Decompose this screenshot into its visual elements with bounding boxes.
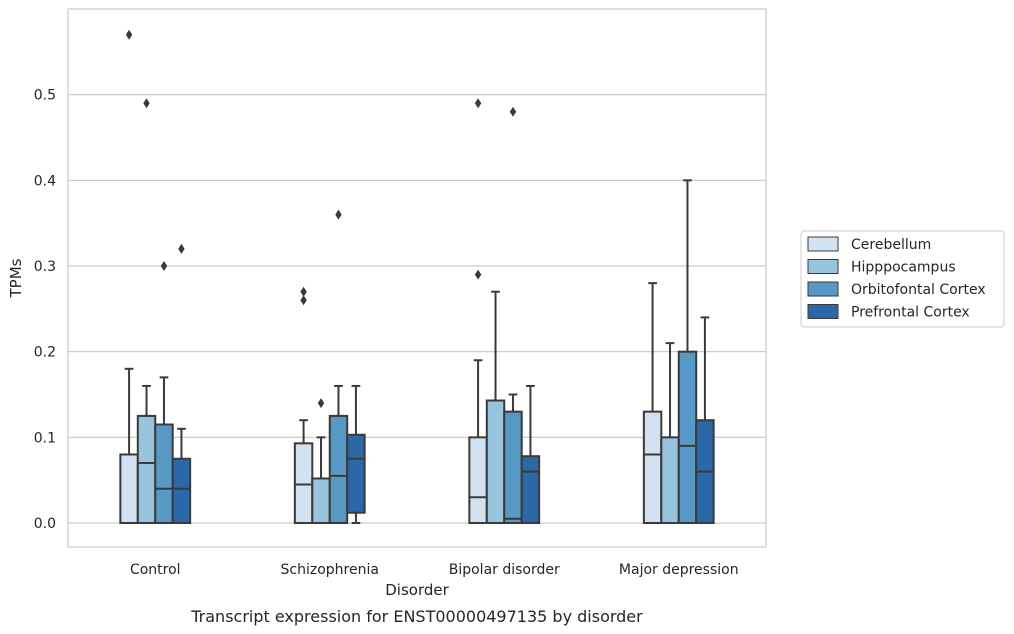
legend-label: Cerebellum — [851, 237, 931, 253]
chart-caption: Transcript expression for ENST0000049713… — [190, 607, 643, 626]
outlier-point — [300, 286, 307, 297]
box — [154, 423, 174, 525]
legend-swatch — [807, 281, 839, 297]
box-group — [503, 106, 523, 525]
legend-label: Prefrontal Cortex — [851, 305, 970, 321]
outlier-point — [317, 398, 325, 409]
box-group — [119, 29, 139, 525]
y-tick-label: 0.5 — [34, 88, 56, 104]
box-group — [136, 98, 157, 525]
box-group — [485, 290, 506, 525]
box — [293, 442, 314, 525]
box-group — [346, 384, 366, 525]
box — [311, 477, 331, 525]
outlier-point — [474, 269, 482, 280]
legend-swatch — [807, 304, 839, 319]
plot-frame — [67, 8, 767, 548]
box — [503, 410, 523, 525]
box-group — [677, 179, 698, 525]
outlier-point — [143, 98, 150, 109]
legend-label: Hipppocampus — [851, 260, 956, 276]
box — [346, 433, 366, 514]
y-tick-label: 0.1 — [34, 430, 56, 446]
legend-swatch — [807, 259, 839, 274]
outlier-point — [160, 261, 168, 272]
outlier-point — [300, 295, 307, 306]
box — [677, 350, 698, 525]
y-tick-label: 0.3 — [34, 259, 56, 275]
outlier-point — [509, 106, 517, 117]
legend-items: Cerebellum Hipppocampus Orbitofontal Corte… — [807, 236, 986, 321]
y-tick-labels: 0.0 0.1 0.2 0.3 0.4 0.5 — [34, 88, 56, 532]
box-group — [311, 398, 331, 525]
outlier-point — [178, 243, 185, 254]
x-tick-label: Bipolar disorder — [449, 562, 560, 578]
legend-label: Orbitofontal Cortex — [851, 282, 986, 298]
box — [642, 410, 663, 525]
box — [119, 453, 139, 525]
box-group — [520, 384, 541, 525]
y-tick-label: 0.0 — [34, 516, 56, 532]
x-tick-labels: Control Schizophrenia Bipolar disorder Majo… — [130, 562, 739, 578]
box-group — [293, 286, 314, 525]
box — [136, 414, 157, 525]
box — [520, 455, 541, 525]
legend-swatch — [807, 236, 839, 252]
box-group — [642, 282, 663, 525]
legend: Cerebellum Hipppocampus Orbitofontal Corte… — [800, 230, 1005, 328]
x-tick-label: Control — [130, 562, 181, 578]
y-axis-title: TPMs — [7, 258, 25, 298]
box-group — [695, 316, 715, 525]
box-group — [468, 98, 488, 525]
box-layer — [119, 29, 715, 525]
outlier-point — [125, 29, 133, 40]
box — [171, 457, 192, 525]
y-tick-label: 0.4 — [34, 173, 56, 189]
legend-frame — [800, 230, 1005, 328]
box — [485, 399, 506, 525]
box — [468, 436, 488, 525]
box — [660, 436, 680, 525]
x-tick-label: Schizophrenia — [281, 562, 379, 578]
box-group — [660, 342, 680, 525]
box-group — [171, 243, 192, 525]
y-tick-label: 0.2 — [34, 345, 56, 361]
x-axis-title: Disorder — [385, 581, 449, 599]
outlier-point — [335, 209, 342, 220]
box — [328, 414, 349, 525]
x-tick-label: Major depression — [619, 562, 739, 578]
outlier-point — [474, 98, 482, 109]
box-group — [328, 209, 349, 525]
box-group — [154, 261, 174, 525]
